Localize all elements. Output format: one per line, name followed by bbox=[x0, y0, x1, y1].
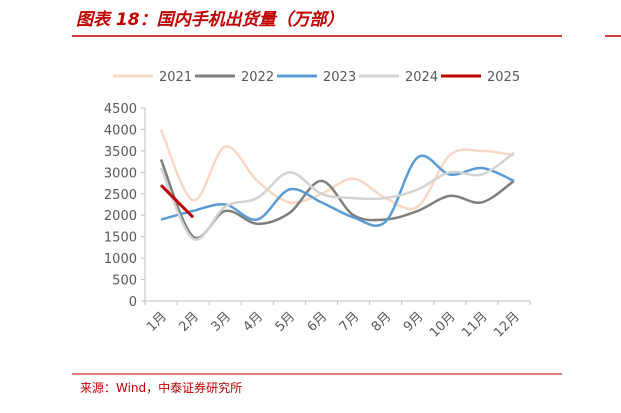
x-tick-label: 7月 bbox=[337, 309, 363, 335]
x-tick-label: 9月 bbox=[401, 309, 427, 335]
x-tick-label: 8月 bbox=[369, 309, 395, 335]
source: 来源：Wind，中泰证券研究所 bbox=[80, 380, 242, 395]
y-tick-label: 2500 bbox=[104, 188, 137, 203]
series-line bbox=[159, 184, 195, 219]
x-tick-label: 10月 bbox=[427, 309, 458, 340]
legend-label: 2021 bbox=[159, 70, 192, 85]
y-tick-label: 500 bbox=[112, 274, 137, 289]
y-tick-label: 3500 bbox=[104, 145, 137, 160]
x-tick-label: 5月 bbox=[273, 309, 299, 335]
y-tick-label: 1000 bbox=[104, 252, 137, 267]
x-tick-label: 4月 bbox=[240, 309, 266, 335]
x-tick-label: 11月 bbox=[459, 309, 490, 340]
series-line bbox=[159, 151, 515, 241]
series-line bbox=[159, 158, 515, 240]
x-tick-label: 3月 bbox=[208, 309, 234, 335]
y-tick-label: 1500 bbox=[104, 231, 137, 246]
x-tick-label: 1月 bbox=[144, 309, 170, 335]
y-tick-label: 3000 bbox=[104, 166, 137, 181]
y-tick-label: 2000 bbox=[104, 209, 137, 224]
x-tick-label: 2月 bbox=[176, 309, 202, 335]
chart-title: 图表 18：国内手机出货量（万部） bbox=[76, 10, 344, 30]
legend-label: 2024 bbox=[405, 70, 438, 85]
y-tick-label: 0 bbox=[129, 295, 137, 310]
x-tick-label: 6月 bbox=[305, 309, 331, 335]
legend-label: 2025 bbox=[487, 70, 520, 85]
y-tick-label: 4000 bbox=[104, 123, 137, 138]
series-line bbox=[160, 154, 515, 227]
legend-label: 2022 bbox=[241, 70, 274, 85]
legend-label: 2023 bbox=[323, 70, 356, 85]
y-tick-label: 4500 bbox=[104, 102, 137, 117]
x-tick-label: 12月 bbox=[491, 309, 522, 340]
